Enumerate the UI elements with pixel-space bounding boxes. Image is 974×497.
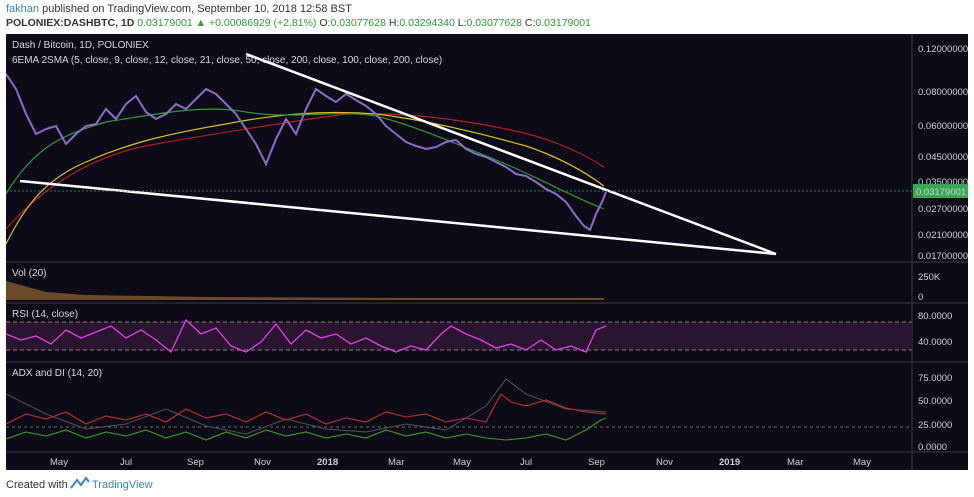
price-candles bbox=[6, 73, 607, 232]
svg-text:0.02700000: 0.02700000 bbox=[918, 204, 968, 215]
time-axis: May Jul Sep Nov 2018 Mar May Jul Sep Nov… bbox=[50, 457, 871, 468]
svg-text:0.02100000: 0.02100000 bbox=[918, 230, 968, 241]
high-value: 0.03294340 bbox=[399, 17, 455, 29]
up-arrow-icon: ▲ bbox=[195, 17, 207, 29]
adx-tick-50: 50.0000 bbox=[918, 396, 952, 407]
di-minus-line bbox=[6, 417, 607, 441]
vol-tick-250k: 250K bbox=[918, 272, 941, 283]
ohlc-line: POLONIEX:DASHBTC, 1D 0.03179001 ▲ +0.000… bbox=[6, 17, 591, 29]
svg-text:0.12000000: 0.12000000 bbox=[918, 44, 968, 55]
svg-text:Mar: Mar bbox=[787, 457, 803, 468]
rsi-line bbox=[6, 318, 607, 354]
lower-trendline bbox=[19, 179, 777, 256]
indicator-label: 6EMA 2SMA (5, close, 9, close, 12, close… bbox=[12, 55, 442, 66]
high-label: H: bbox=[388, 17, 400, 29]
tradingview-link[interactable]: TradingView bbox=[92, 479, 153, 491]
last-price: 0.03179001 bbox=[137, 17, 193, 29]
rsi-band bbox=[6, 322, 912, 350]
ma-50-line bbox=[6, 108, 605, 210]
open-label: O: bbox=[319, 17, 331, 29]
rsi-tick-40: 40.0000 bbox=[918, 337, 952, 348]
svg-text:May: May bbox=[50, 457, 68, 468]
svg-text:0.06000000: 0.06000000 bbox=[918, 121, 968, 132]
svg-text:Nov: Nov bbox=[656, 457, 673, 468]
adx-tick-75: 75.0000 bbox=[918, 373, 952, 384]
svg-text:2018: 2018 bbox=[317, 457, 338, 468]
chart-title: Dash / Bitcoin, 1D, POLONIEX bbox=[12, 40, 149, 51]
vol-tick-0: 0 bbox=[918, 292, 923, 303]
tradingview-logo-icon[interactable] bbox=[70, 476, 90, 493]
ma-200-line bbox=[6, 113, 605, 230]
svg-text:Mar: Mar bbox=[388, 457, 404, 468]
publish-info: fakhan published on TradingView.com, Sep… bbox=[6, 3, 352, 15]
svg-text:Jul: Jul bbox=[120, 457, 132, 468]
chart-svg[interactable]: Dash / Bitcoin, 1D, POLONIEX 6EMA 2SMA (… bbox=[6, 34, 968, 470]
created-with-text: Created with bbox=[6, 479, 68, 491]
svg-text:0.08000000: 0.08000000 bbox=[918, 87, 968, 98]
chart-area[interactable]: Dash / Bitcoin, 1D, POLONIEX 6EMA 2SMA (… bbox=[6, 34, 968, 470]
adx-tick-25: 25.0000 bbox=[918, 420, 952, 431]
last-price-tag-text: 0.03179001 bbox=[916, 187, 966, 198]
volume-bars bbox=[6, 281, 604, 300]
svg-text:May: May bbox=[853, 457, 871, 468]
rsi-label: RSI (14, close) bbox=[12, 309, 78, 320]
adx-line bbox=[6, 378, 607, 435]
vol-label: Vol (20) bbox=[12, 268, 46, 279]
author-link[interactable]: fakhan bbox=[6, 3, 40, 15]
upper-trendline bbox=[245, 52, 777, 256]
open-value: 0.03077628 bbox=[330, 17, 386, 29]
publish-header: fakhan published on TradingView.com, Sep… bbox=[0, 0, 974, 32]
adx-label: ADX and DI (14, 20) bbox=[12, 368, 102, 379]
rsi-tick-80: 80.0000 bbox=[918, 311, 952, 322]
published-text: published on TradingView.com, September … bbox=[42, 3, 352, 15]
footer: Created with TradingView bbox=[0, 470, 974, 497]
close-value: 0.03179001 bbox=[535, 17, 591, 29]
adx-tick-0: 0.0000 bbox=[918, 442, 947, 453]
last-price-tag bbox=[913, 184, 968, 198]
svg-text:May: May bbox=[453, 457, 471, 468]
symbol-label: POLONIEX:DASHBTC, 1D bbox=[6, 17, 135, 29]
svg-text:0.03500000: 0.03500000 bbox=[918, 177, 968, 188]
pane-separators bbox=[6, 34, 968, 470]
low-value: 0.03077628 bbox=[466, 17, 522, 29]
ma-100-line bbox=[6, 111, 605, 245]
svg-text:Sep: Sep bbox=[588, 457, 605, 468]
svg-text:0.01700000: 0.01700000 bbox=[918, 251, 968, 262]
price-change: +0.00086929 (+2.81%) bbox=[209, 17, 317, 29]
svg-text:Jul: Jul bbox=[520, 457, 532, 468]
svg-text:Sep: Sep bbox=[187, 457, 204, 468]
close-label: C: bbox=[524, 17, 536, 29]
svg-text:2019: 2019 bbox=[719, 457, 740, 468]
svg-text:Nov: Nov bbox=[254, 457, 271, 468]
svg-text:0.04500000: 0.04500000 bbox=[918, 152, 968, 163]
di-plus-line bbox=[6, 393, 607, 425]
price-axis: 0.12000000 0.08000000 0.06000000 0.04500… bbox=[918, 44, 968, 262]
low-label: L: bbox=[457, 17, 467, 29]
